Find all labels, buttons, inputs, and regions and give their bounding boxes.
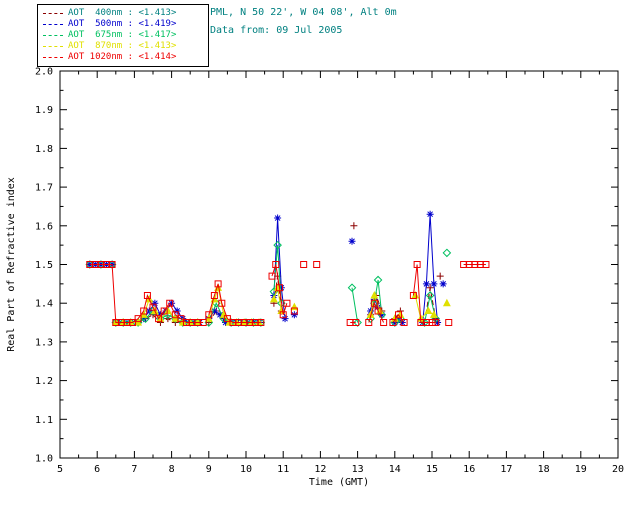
series-aot-1020nm	[86, 261, 490, 327]
x-tick-label: 10	[240, 464, 252, 475]
series-markers	[86, 261, 490, 327]
series-markers	[112, 222, 444, 327]
x-tick-label: 13	[352, 464, 364, 475]
x-tick-label: 18	[538, 464, 550, 475]
series-line	[368, 301, 385, 323]
series-line	[351, 287, 359, 323]
legend-line-sample-icon	[43, 13, 63, 14]
header-site: PML, N 50 22', W 04 08', Alt 0m	[210, 7, 397, 18]
x-tick-label: 7	[131, 464, 137, 475]
y-tick-label: 1.2	[35, 376, 53, 387]
y-tick-label: 1.7	[35, 183, 53, 194]
legend-line-sample-icon	[43, 35, 63, 36]
legend-row-1: AOT 500nm : <1.419>	[43, 19, 203, 30]
series-line	[271, 264, 288, 315]
x-tick-label: 15	[426, 464, 438, 475]
x-tick-label: 16	[463, 464, 475, 475]
series-line	[422, 214, 439, 323]
legend-label-675nm: AOT 675nm : <1.417>	[68, 30, 177, 40]
x-tick-label: 5	[57, 464, 63, 475]
legend-row-2: AOT 675nm : <1.417>	[43, 30, 203, 41]
header-date: Data from: 09 Jul 2005	[210, 25, 343, 36]
y-tick-label: 1.6	[35, 221, 53, 232]
x-tick-label: 11	[277, 464, 289, 475]
y-tick-label: 1.5	[35, 260, 53, 271]
legend-line-sample-icon	[43, 46, 63, 47]
legend-label-870nm: AOT 870nm : <1.413>	[68, 41, 177, 51]
legend-row-3: AOT 870nm : <1.413>	[43, 41, 203, 52]
y-tick-label: 1.9	[35, 105, 53, 116]
legend-label-400nm: AOT 400nm : <1.413>	[68, 8, 177, 18]
legend-label-1020nm: AOT 1020nm : <1.414>	[68, 52, 177, 62]
y-tick-label: 1.1	[35, 415, 53, 426]
legend-line-sample-icon	[43, 24, 63, 25]
y-tick-label: 2.0	[35, 67, 53, 78]
x-tick-label: 8	[169, 464, 175, 475]
y-tick-label: 1.4	[35, 299, 53, 310]
x-tick-label: 19	[575, 464, 587, 475]
legend-row-0: AOT 400nm : <1.413>	[43, 8, 203, 19]
x-tick-label: 12	[314, 464, 326, 475]
axis-labels: 5 6 7 8 9 10 11 12 13 14 15 16 17 18 19 20 1.0 1.1 1.2 1.3 1…	[6, 67, 624, 489]
axes	[59, 70, 619, 459]
x-tick-label: 6	[94, 464, 100, 475]
y-tick-label: 1.3	[35, 337, 53, 348]
legend-row-4: AOT 1020nm : <1.414>	[43, 52, 203, 63]
y-tick-label: 1.8	[35, 144, 53, 155]
y-tick-label: 1.0	[35, 454, 53, 465]
x-tick-label: 17	[500, 464, 512, 475]
legend-line-sample-icon	[43, 57, 63, 58]
x-tick-label: 14	[389, 464, 401, 475]
legend: AOT 400nm : <1.413> AOT 500nm : <1.419> …	[37, 4, 209, 67]
x-tick-label: 9	[206, 464, 212, 475]
series-line	[273, 218, 286, 319]
x-tick-label: 20	[612, 464, 624, 475]
legend-label-500nm: AOT 500nm : <1.419>	[68, 19, 177, 29]
y-axis-title: Real Part of Refractive index	[6, 177, 17, 352]
series-aot-400nm	[112, 222, 444, 327]
x-axis-title: Time (GMT)	[309, 477, 369, 488]
series-line	[208, 283, 261, 323]
